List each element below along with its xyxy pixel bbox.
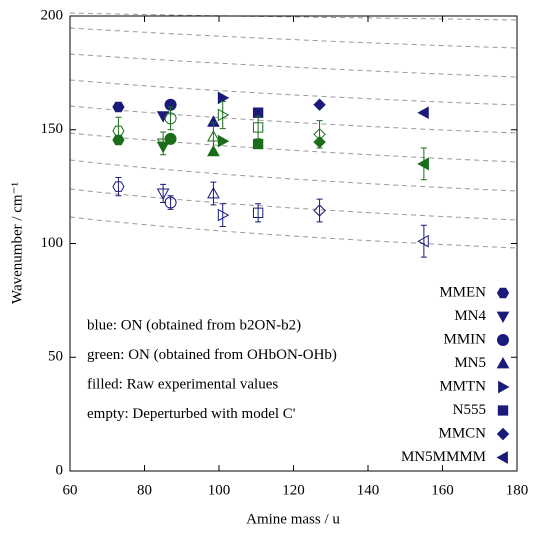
legend-marker [496, 427, 510, 441]
data-point [417, 106, 429, 120]
annotation: blue: ON (obtained from b2ON-b2) [87, 317, 301, 333]
error-bar [255, 203, 262, 223]
data-point [417, 157, 429, 171]
x-tick-label: 140 [357, 482, 380, 498]
error-bar [115, 116, 122, 146]
error-bar [316, 198, 323, 223]
legend-marker [496, 451, 508, 464]
annotation: green: ON (obtained from OHbON-OHb) [87, 347, 337, 363]
y-axis-label: Wavenumber / cm⁻¹ [9, 182, 25, 304]
x-tick-label: 160 [431, 482, 454, 498]
data-point [417, 234, 429, 248]
data-point [252, 107, 264, 118]
error-bar [420, 224, 427, 258]
data-point [112, 125, 125, 137]
legend-marker [497, 334, 509, 346]
y-tick-label: 100 [41, 235, 64, 251]
legend-label: MMIN [443, 331, 486, 347]
data-point [217, 91, 230, 105]
data-point [252, 207, 264, 218]
data-point [207, 144, 220, 157]
data-point [252, 138, 264, 150]
legend-label: MN4 [454, 308, 486, 324]
data-point [164, 196, 177, 209]
data-point [156, 188, 170, 200]
legend-marker [497, 405, 509, 416]
data-point [112, 181, 125, 192]
data-point [313, 98, 326, 111]
error-bar [115, 177, 122, 197]
error-bar [160, 131, 167, 156]
plot-frame [69, 15, 518, 472]
y-tick-label: 50 [48, 349, 63, 365]
x-tick-label: 80 [137, 482, 152, 498]
y-tick-label: 150 [41, 121, 64, 137]
error-bar [210, 122, 217, 151]
legend-label: MN5 [454, 355, 486, 371]
error-bar [219, 203, 226, 227]
legend-marker [498, 380, 510, 394]
x-tick-label: 180 [506, 482, 529, 498]
legend-label: MMCN [438, 425, 486, 441]
data-point [313, 204, 326, 217]
data-point [252, 122, 264, 133]
data-point [217, 134, 230, 148]
data-point [207, 186, 220, 199]
legend-label: MMTN [439, 378, 486, 394]
error-bar [420, 147, 427, 181]
data-point [217, 208, 230, 222]
legend-label: MN5MMMM [401, 449, 486, 465]
legend-label: N555 [453, 402, 486, 418]
legend-marker [496, 311, 510, 324]
data-point [156, 138, 170, 150]
annotation: empty: Deperturbed with model C' [87, 406, 296, 422]
error-bar [316, 120, 323, 149]
error-bar [167, 195, 174, 210]
y-tick-label: 0 [56, 462, 64, 478]
legend-label: MMEN [439, 284, 486, 300]
y-tick-label: 200 [41, 7, 64, 23]
model-curves [69, 12, 518, 249]
error-bar [210, 181, 217, 206]
x-tick-label: 100 [208, 482, 231, 498]
x-tick-label: 60 [63, 482, 78, 498]
data-point [207, 130, 220, 142]
annotation: filled: Raw experimental values [87, 376, 278, 392]
data-point [156, 111, 170, 123]
legend-marker [496, 356, 510, 369]
data-point [217, 108, 230, 122]
data-point [313, 128, 326, 141]
error-bar [255, 115, 262, 140]
error-bar [219, 100, 226, 130]
x-axis-label: Amine mass / u [246, 511, 340, 527]
x-tick-label: 120 [282, 482, 305, 498]
data-point [112, 101, 125, 113]
data-point [164, 112, 177, 125]
data-point [417, 157, 429, 171]
error-bar [167, 106, 174, 131]
legend-marker [496, 287, 510, 299]
